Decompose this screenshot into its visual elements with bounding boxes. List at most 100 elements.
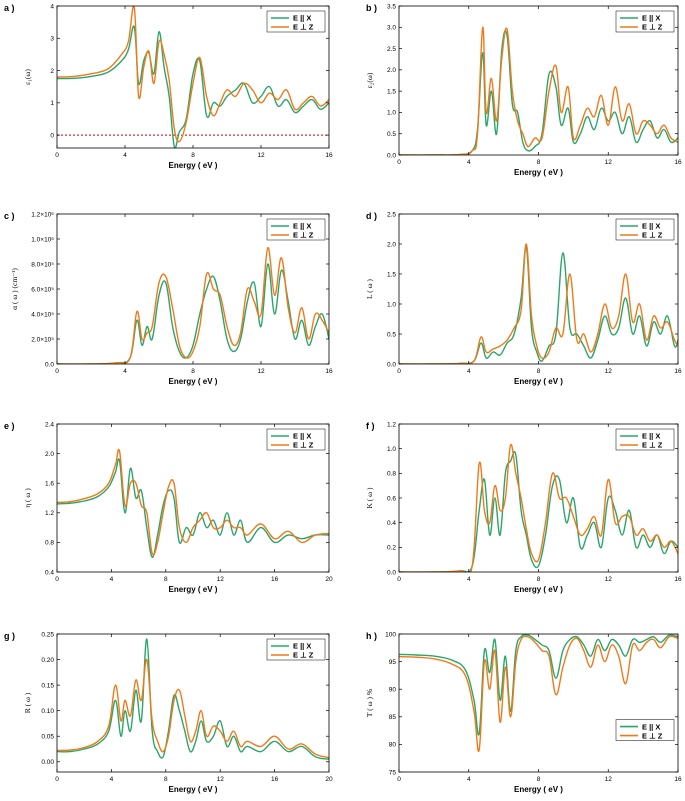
series-line-e-parallel-x — [399, 246, 678, 364]
series-line-e-perp-z — [57, 658, 329, 759]
x-tick-label: 16 — [674, 576, 682, 583]
series-line-e-parallel-x — [399, 450, 678, 572]
panel-label-f: f ) — [366, 421, 375, 431]
x-tick-label: 12 — [605, 776, 613, 783]
legend-entry: E ⊥ Z — [293, 23, 314, 32]
panel-b: b ) 0 4 8 12 16 0.0 0.5 1.0 1.5 2.0 2.5 3.0 3.5 Energy… — [365, 3, 682, 177]
y-tick-label: 2.0 — [45, 451, 54, 458]
series-line-e-perp-z — [399, 243, 678, 364]
legend-entry: E || X — [293, 432, 311, 441]
panel-label-e: e ) — [4, 421, 15, 431]
x-tick-label: 12 — [257, 152, 265, 159]
y-tick-label: 0.6 — [387, 495, 396, 502]
y-tick-label: 0.0 — [387, 361, 396, 368]
panel-g: g ) 0 4 8 12 16 20 0.00 0.05 0.10 0.15 0.20 0.25 Ener… — [4, 631, 333, 794]
legend: E || XE ⊥ Z — [266, 428, 326, 451]
y-tick-label: 0.4 — [45, 569, 54, 576]
x-tick-label: 12 — [257, 368, 265, 375]
x-tick-label: 12 — [605, 368, 613, 375]
x-tick-label: 12 — [217, 576, 225, 583]
x-tick-label: 4 — [467, 576, 471, 583]
y-tick-label: 3 — [50, 36, 54, 43]
y-tick-label: 85 — [389, 714, 397, 721]
y-tick-label: 90 — [389, 687, 397, 694]
legend-entry: E ⊥ Z — [293, 651, 314, 660]
y-tick-label: 2.5 — [387, 46, 396, 53]
legend: E || XE ⊥ Z — [615, 428, 675, 451]
y-tick-label: 4 — [50, 3, 54, 10]
x-tick-label: 8 — [164, 776, 168, 783]
x-tick-label: 8 — [537, 776, 541, 783]
legend-entry: E || X — [293, 14, 311, 23]
x-tick-label: 0 — [55, 152, 59, 159]
series-line-e-perp-z — [57, 6, 329, 143]
x-tick-label: 0 — [397, 159, 401, 166]
panel-c: c ) 0 4 8 12 16 0.0 2.0×10⁵ 4.0×10⁵ 6.0×10⁵ 8.0×10… — [4, 211, 333, 386]
x-tick-label: 0 — [397, 776, 401, 783]
plot-frame — [56, 423, 330, 573]
x-axis-label: Energy ( eV ) — [169, 161, 218, 170]
y-axis-label: K ( ω ) — [365, 487, 374, 508]
legend: E || XE ⊥ Z — [266, 10, 326, 33]
y-tick-label: 0.10 — [41, 708, 54, 715]
x-tick-label: 16 — [271, 576, 279, 583]
x-tick-label: 8 — [164, 576, 168, 583]
legend-entry: E || X — [642, 222, 660, 231]
y-axis-label: ε₂(ω) — [365, 72, 374, 88]
legend-entry: E || X — [293, 642, 311, 651]
y-tick-label: 1.0 — [387, 301, 396, 308]
series-line-e-parallel-x — [57, 638, 329, 760]
y-tick-label: 0.05 — [41, 734, 54, 741]
x-axis-label: Energy ( eV ) — [514, 168, 563, 177]
x-axis-label: Energy ( eV ) — [514, 785, 563, 794]
y-tick-label: 100 — [385, 631, 396, 638]
y-axis-label: η ( ω ) — [23, 488, 32, 508]
legend: E || XE ⊥ Z — [615, 10, 675, 33]
y-tick-label: 0.5 — [387, 131, 396, 138]
legend-entry: E ⊥ Z — [293, 231, 314, 240]
panel-label-h: h ) — [366, 631, 377, 641]
panel-d: d ) 0 4 8 12 16 0.0 0.5 1.0 1.5 2.0 2.5 Energy ( eV … — [365, 211, 682, 386]
x-tick-label: 0 — [55, 368, 59, 375]
y-tick-label: 0.25 — [41, 631, 54, 638]
y-tick-label: 1.5 — [387, 271, 396, 278]
y-tick-label: 2 — [50, 68, 54, 75]
x-axis-label: Energy ( eV ) — [514, 377, 563, 386]
x-tick-label: 4 — [467, 776, 471, 783]
x-tick-label: 4 — [123, 152, 127, 159]
y-tick-label: 1.0×10⁶ — [31, 236, 54, 243]
panel-label-c: c ) — [4, 211, 15, 221]
x-tick-label: 8 — [537, 576, 541, 583]
legend-entry: E ⊥ Z — [642, 441, 663, 450]
legend-entry: E ⊥ Z — [293, 441, 314, 450]
y-tick-label: 0.8 — [387, 471, 396, 478]
series-line-e-perp-z — [57, 448, 329, 556]
y-tick-label: 0.0 — [387, 152, 396, 159]
x-tick-label: 20 — [325, 776, 333, 783]
legend-entry: E ⊥ Z — [642, 731, 663, 740]
x-tick-label: 16 — [674, 368, 682, 375]
x-tick-label: 12 — [605, 576, 613, 583]
x-tick-label: 16 — [325, 152, 333, 159]
x-axis-label: Energy ( eV ) — [169, 785, 218, 794]
x-tick-label: 4 — [123, 368, 127, 375]
y-tick-label: 2.0 — [387, 67, 396, 74]
legend-entry: E || X — [293, 222, 311, 231]
y-tick-label: 1.2×10⁶ — [31, 211, 54, 218]
y-tick-label: 1.5 — [387, 88, 396, 95]
y-tick-label: 1.2 — [45, 510, 54, 517]
y-tick-label: 3.5 — [387, 3, 396, 10]
legend-entry: E ⊥ Z — [642, 231, 663, 240]
y-tick-label: 0 — [50, 132, 54, 139]
y-tick-label: 2.0×10⁵ — [31, 336, 54, 343]
x-tick-label: 8 — [537, 368, 541, 375]
x-tick-label: 0 — [397, 576, 401, 583]
y-tick-label: 1.2 — [387, 421, 396, 428]
y-tick-label: 4.0×10⁵ — [31, 311, 54, 318]
y-axis-label: R ( ω ) — [23, 692, 32, 713]
y-axis-label: ε₁(ω) — [23, 69, 32, 85]
x-tick-label: 4 — [467, 159, 471, 166]
x-tick-label: 20 — [325, 576, 333, 583]
y-tick-label: 75 — [389, 769, 397, 776]
